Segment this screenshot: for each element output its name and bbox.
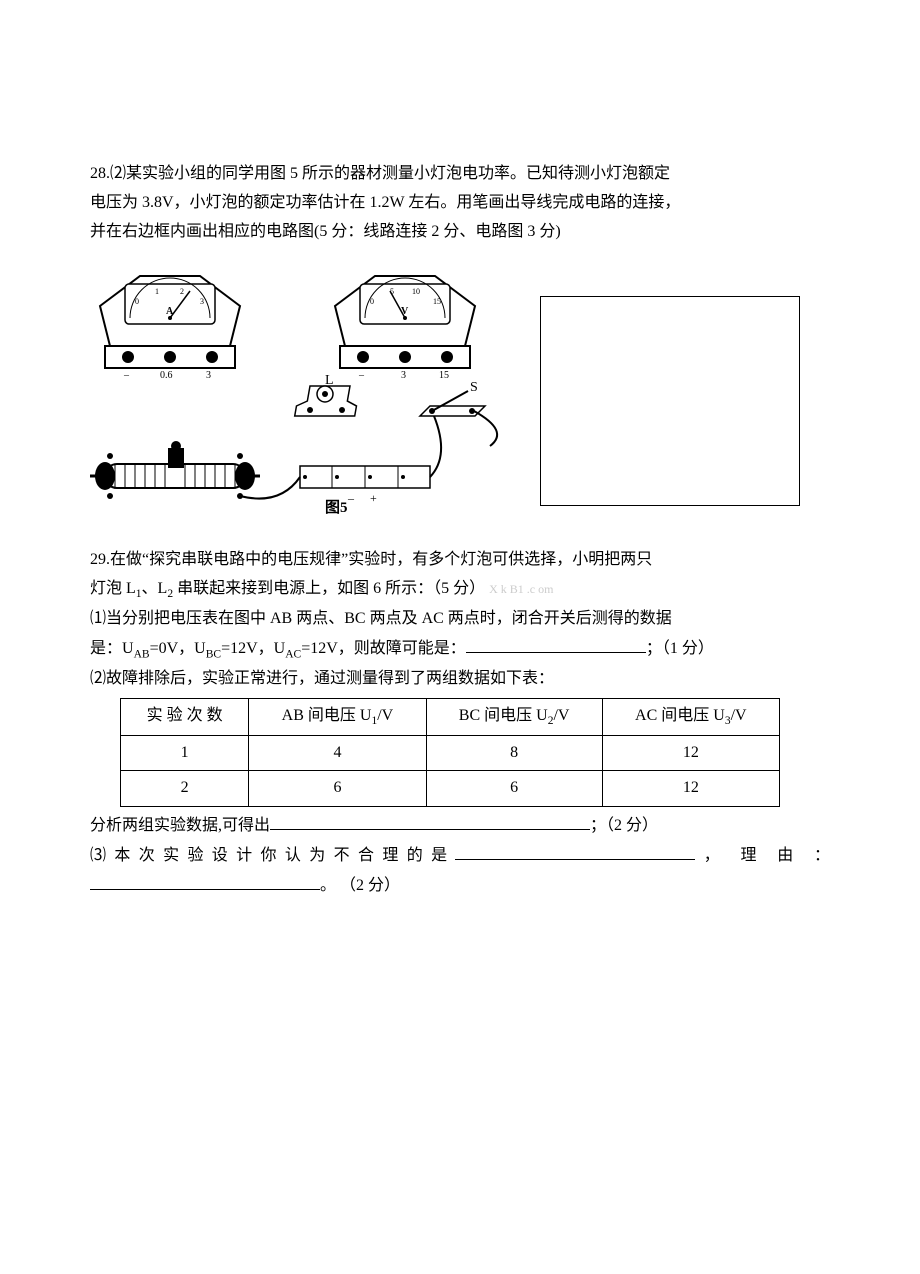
q29-p2-after: 分析两组实验数据,可得出；（2 分）: [90, 811, 830, 841]
voltmeter-tick-15: 15: [433, 297, 441, 306]
q28-number: 28.: [90, 165, 110, 182]
battery: – +: [300, 466, 430, 505]
q28-line2: 电压为 3.8V，小灯泡的额定功率估计在 1.2W 左右。用笔画出导线完成电路的…: [90, 189, 830, 218]
voltmeter-tick-10: 10: [412, 287, 420, 296]
th-u2: BC 间电压 U2/V: [426, 698, 602, 735]
cell-n: 2: [121, 771, 249, 807]
voltmeter-tick-0: 0: [370, 297, 374, 306]
cell-u1: 6: [249, 771, 426, 807]
battery-neg: –: [347, 491, 355, 505]
th-u3: AC 间电压 U3/V: [602, 698, 779, 735]
ammeter-unit: A: [166, 306, 174, 317]
q28-subnum: ⑵: [110, 165, 126, 182]
voltmeter-unit: V: [401, 306, 409, 317]
ammeter-term-06: 0.6: [160, 370, 173, 381]
cell-u2: 6: [426, 771, 602, 807]
cell-u1: 4: [249, 735, 426, 771]
question-28: 28.⑵某实验小组的同学用图 5 所示的器材测量小灯泡电功率。已知待测小灯泡额定…: [90, 160, 830, 516]
table-row: 1 4 8 12: [121, 735, 780, 771]
wire-2: [430, 416, 441, 477]
question-29: 29.在做“探究串联电路中的电压规律”实验时，有多个灯泡可供选择，小明把两只 灯…: [90, 546, 830, 901]
q29-p2-intro: ⑵故障排除后，实验正常进行，通过测量得到了两组数据如下表：: [90, 665, 830, 694]
table-row: 2 6 6 12: [121, 771, 780, 807]
ammeter-term-3: 3: [206, 370, 211, 381]
ammeter-tick-2: 2: [180, 287, 184, 296]
table-header-row: 实 验 次 数 AB 间电压 U1/V BC 间电压 U2/V AC 间电压 U…: [121, 698, 780, 735]
blank-4: [90, 871, 320, 890]
q28-line1: 28.⑵某实验小组的同学用图 5 所示的器材测量小灯泡电功率。已知待测小灯泡额定: [90, 160, 830, 189]
q29-intro-l2: 灯泡 L1、L2 串联起来接到电源上，如图 6 所示：（5 分） X k B1 …: [90, 575, 830, 605]
cell-n: 1: [121, 735, 249, 771]
data-table: 实 验 次 数 AB 间电压 U1/V BC 间电压 U2/V AC 间电压 U…: [120, 698, 780, 808]
q28-text-l1: 某实验小组的同学用图 5 所示的器材测量小灯泡电功率。已知待测小灯泡额定: [126, 165, 670, 182]
blank-3: [455, 841, 695, 860]
bulb: L: [295, 373, 360, 416]
switch-label: S: [470, 380, 478, 395]
th-exp: 实 验 次 数: [121, 698, 249, 735]
figure-label: 图5: [325, 499, 348, 516]
ammeter-term-neg: –: [123, 370, 130, 381]
q29-p1-l2: 是：UAB=0V，UBC=12V，UAC=12V，则故障可能是：；（1 分）: [90, 634, 830, 665]
voltmeter-tick-5: 5: [390, 287, 394, 296]
wire-3: [474, 411, 497, 446]
voltmeter-term-neg: –: [358, 370, 365, 381]
th-u1: AB 间电压 U1/V: [249, 698, 426, 735]
battery-pos: +: [370, 491, 377, 505]
q28-line3: 并在右边框内画出相应的电路图(5 分：线路连接 2 分、电路图 3 分): [90, 218, 830, 247]
blank-1: [466, 634, 646, 653]
ammeter-tick-0: 0: [135, 297, 139, 306]
voltmeter: 0 5 10 15 V – 3 15: [335, 276, 475, 381]
circuit-diagram: 0 1 2 3 A – 0.6 3 0: [90, 256, 530, 516]
ammeter-tick-3: 3: [200, 297, 204, 306]
rheostat: [90, 441, 260, 499]
answer-box: [540, 296, 800, 506]
cell-u3: 12: [602, 771, 779, 807]
q29-intro-l1: 29.在做“探究串联电路中的电压规律”实验时，有多个灯泡可供选择，小明把两只: [90, 546, 830, 575]
cell-u3: 12: [602, 735, 779, 771]
q29-p1-l1: ⑴当分别把电压表在图中 AB 两点、BC 两点及 AC 两点时，闭合开关后测得的…: [90, 605, 830, 634]
ammeter-tick-1: 1: [155, 287, 159, 296]
q29-p3-l1: ⑶本次实验设计你认为不合理的是， 理 由 ：: [90, 841, 830, 871]
ammeter: 0 1 2 3 A – 0.6 3: [100, 276, 240, 381]
cell-u2: 8: [426, 735, 602, 771]
q29-number: 29.: [90, 551, 110, 568]
blank-2: [270, 811, 590, 830]
watermark: X k B1 .c om: [489, 582, 553, 596]
q28-diagram-area: 0 1 2 3 A – 0.6 3 0: [90, 256, 830, 516]
q29-p3-l2: 。 （2 分）: [90, 871, 830, 901]
voltmeter-term-3: 3: [401, 370, 406, 381]
voltmeter-term-15: 15: [439, 370, 449, 381]
